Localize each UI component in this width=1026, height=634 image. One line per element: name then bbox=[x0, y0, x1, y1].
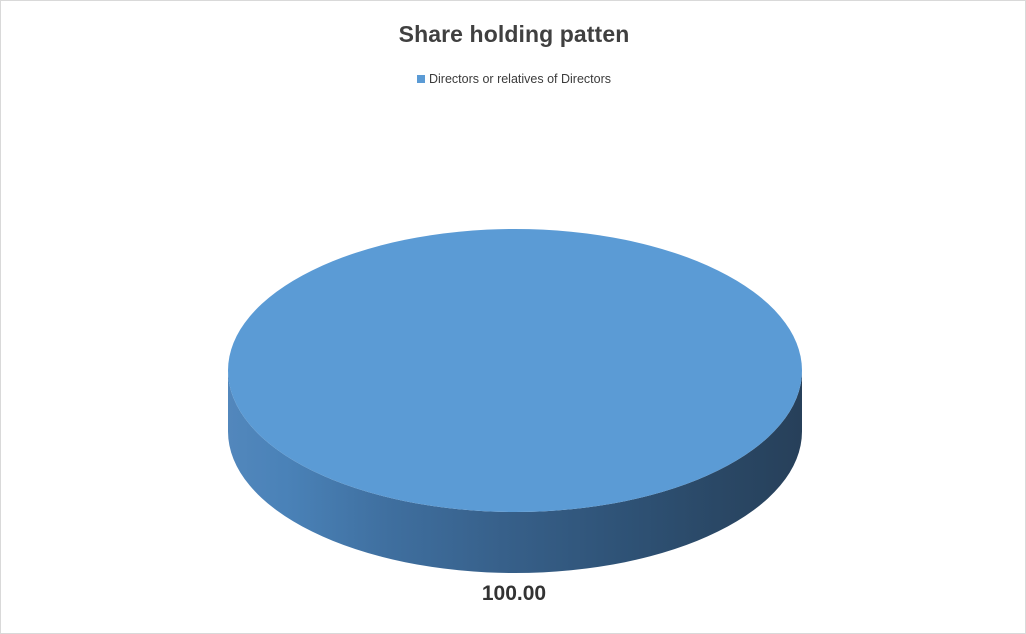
legend-item-directors-or-relatives-of-directors[interactable]: Directors or relatives of Directors bbox=[417, 73, 611, 86]
pie-slice-directors-or-relatives-of-directors[interactable] bbox=[228, 229, 802, 512]
legend-item-label: Directors or relatives of Directors bbox=[429, 72, 611, 86]
chart-legend: Directors or relatives of Directors bbox=[1, 73, 1025, 86]
chart-title: Share holding patten bbox=[398, 21, 630, 47]
pie-slice-3d-side bbox=[228, 370, 802, 573]
pie-slice-data-label: 100.00 bbox=[481, 582, 547, 605]
pie-chart-plot-area bbox=[228, 229, 802, 573]
legend-square-swatch-icon bbox=[417, 75, 425, 84]
